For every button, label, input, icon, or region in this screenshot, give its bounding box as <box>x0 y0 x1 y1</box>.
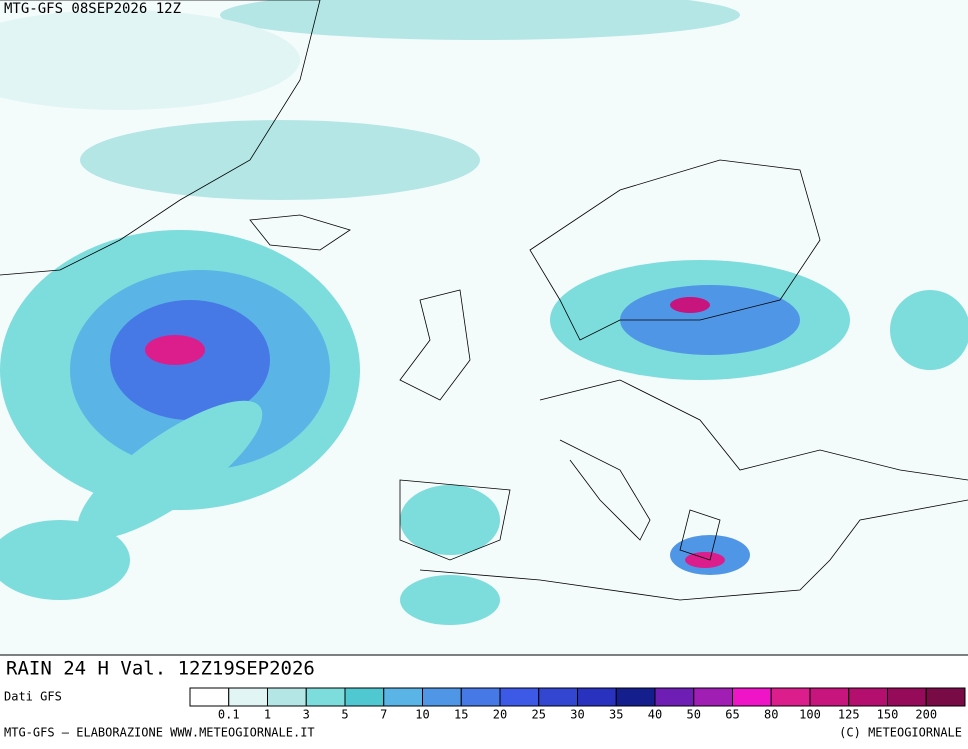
legend-label: 150 <box>877 708 899 722</box>
legend-swatch <box>925 687 966 707</box>
legend-swatch <box>577 687 617 707</box>
legend-label: 3 <box>303 708 310 722</box>
map <box>0 0 968 655</box>
legend-swatch <box>499 687 540 707</box>
footer-right: (C) METEOGIORNALE <box>839 726 962 740</box>
legend-label: 100 <box>799 708 821 722</box>
legend-swatch <box>615 687 656 707</box>
legend-swatch <box>848 687 888 707</box>
caption-bar <box>0 655 968 685</box>
legend-swatch <box>267 687 307 707</box>
footer-left: MTG-GFS — ELABORAZIONE WWW.METEOGIORNALE… <box>4 726 315 740</box>
map-caption: RAIN 24 H Val. 12Z19SEP2026 <box>6 658 315 680</box>
legend-swatch <box>305 687 346 707</box>
legend-label: 125 <box>838 708 860 722</box>
legend: 0.1 1 3 5 7 10 15 20 25 30 35 40 50 65 80 100 125 150 200 <box>189 687 966 722</box>
legend-label: 20 <box>493 708 507 722</box>
legend-swatch <box>189 687 230 707</box>
legend-swatch <box>538 687 578 707</box>
legend-swatch <box>383 687 423 707</box>
legend-label: 25 <box>532 708 546 722</box>
legend-swatch <box>732 687 772 707</box>
legend-swatch <box>654 687 695 707</box>
legend-swatch <box>422 687 462 707</box>
legend-label: 50 <box>687 708 701 722</box>
legend-label: 0.1 <box>218 708 240 722</box>
legend-swatch <box>809 687 850 707</box>
legend-source: Dati GFS <box>4 690 62 704</box>
run-title: MTG-GFS 08SEP2026 12Z <box>4 1 181 17</box>
legend-swatch <box>693 687 733 707</box>
legend-label: 1 <box>264 708 271 722</box>
legend-label: 30 <box>570 708 584 722</box>
legend-label: 35 <box>609 708 623 722</box>
legend-swatch <box>460 687 501 707</box>
legend-label: 10 <box>415 708 429 722</box>
legend-swatch <box>770 687 811 707</box>
legend-label: 5 <box>341 708 348 722</box>
legend-swatch <box>887 687 927 707</box>
legend-label: 15 <box>454 708 468 722</box>
legend-swatch <box>228 687 268 707</box>
legend-label: 40 <box>648 708 662 722</box>
legend-swatch <box>344 687 385 707</box>
legend-label: 200 <box>915 708 937 722</box>
legend-label: 65 <box>725 708 739 722</box>
legend-label: 7 <box>380 708 387 722</box>
legend-label: 80 <box>764 708 778 722</box>
